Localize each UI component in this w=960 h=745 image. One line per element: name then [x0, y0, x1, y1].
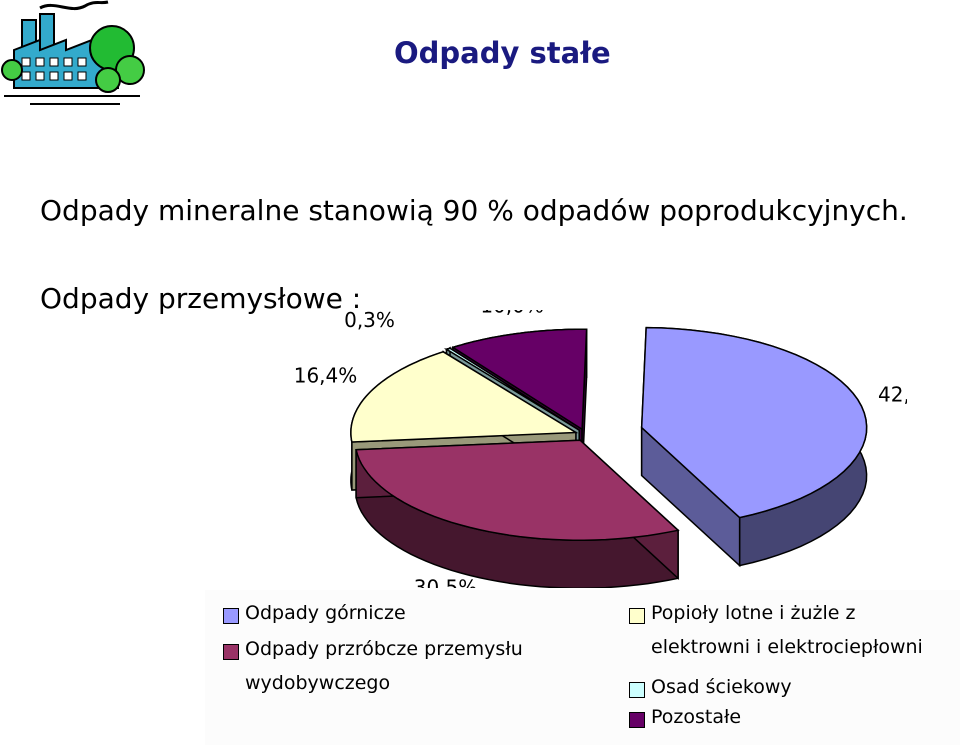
legend-label-3: Osad ściekowy	[651, 676, 792, 698]
body-text-line-1: Odpady mineralne stanowią 90 % odpadów p…	[40, 194, 908, 227]
chart-legend: Odpady górnicze Odpady przróbcze przemys…	[205, 590, 960, 745]
data-label-4: 10,0%	[480, 310, 544, 318]
pie-slice-1	[355, 438, 680, 589]
legend-label-0: Odpady górnicze	[245, 602, 406, 624]
legend-swatch-4	[629, 712, 645, 728]
page-title: Odpady stałe	[394, 36, 611, 70]
legend-label-2b: elektrowni i elektrociepłowni	[651, 636, 923, 658]
legend-label-2: Popioły lotne i żużle z	[651, 602, 856, 624]
legend-label-1b: wydobywczego	[245, 672, 391, 694]
data-label-0: 42,3%	[878, 383, 907, 407]
legend-label-4: Pozostałe	[651, 706, 742, 728]
data-label-2: 16,4%	[294, 364, 358, 388]
pie-chart-svg: 42,3% 30,5% 16,4% 0,3% 10,0%	[294, 294, 942, 600]
legend-swatch-1	[223, 644, 239, 660]
legend-swatch-3	[629, 682, 645, 698]
data-label-1: 30,5%	[414, 576, 478, 588]
data-label-3: 0,3%	[344, 310, 395, 332]
factory-with-trees-icon	[1, 0, 145, 105]
body-text-line-2: Odpady przemysłowe :	[40, 282, 362, 315]
legend-label-1: Odpady przróbcze przemysłu	[245, 638, 523, 660]
pie-slice-0	[640, 326, 868, 568]
legend-swatch-0	[223, 608, 239, 624]
pie-chart: 42,3% 30,5% 16,4% 0,3% 10,0%	[285, 294, 942, 600]
legend-swatch-2	[629, 608, 645, 624]
